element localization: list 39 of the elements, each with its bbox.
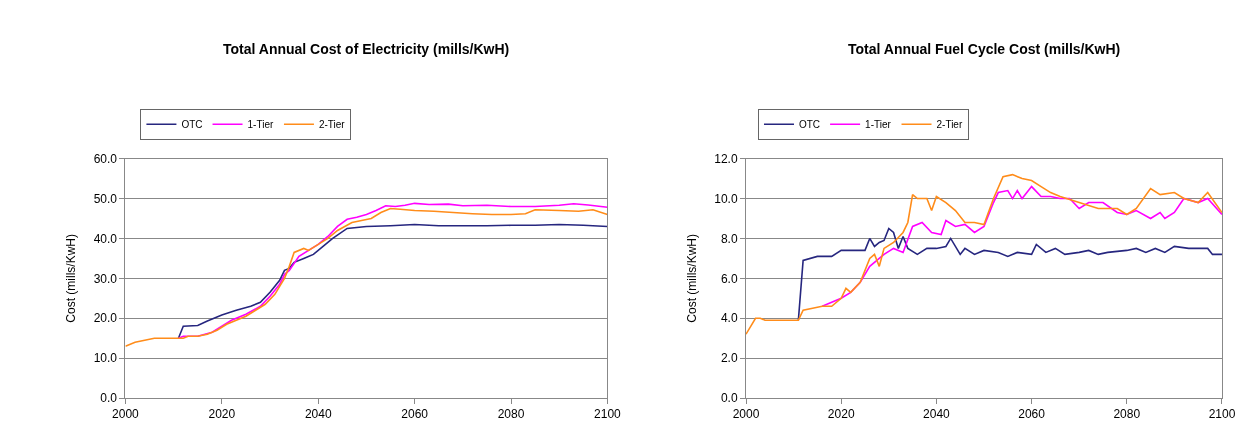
chart-title: Total Annual Cost of Electricity (mills/KwH) [223, 41, 510, 57]
x-tick-label: 2040 [923, 407, 951, 422]
chart-title: Total Annual Fuel Cycle Cost (mills/KwH) [848, 41, 1121, 57]
x-tick-label: 2100 [594, 407, 622, 422]
y-tick-label: 0.0 [100, 391, 118, 406]
legend-label: 1-Tier [865, 119, 892, 131]
x-tick-label: 2060 [401, 407, 429, 422]
y-tick-label: 8.0 [720, 231, 738, 246]
y-tick-label: 20.0 [93, 311, 118, 326]
y-tick-label: 6.0 [720, 271, 738, 286]
y-tick-label: 4.0 [720, 311, 738, 326]
x-tick-label: 2080 [1113, 407, 1141, 422]
line-series [821, 185, 1222, 308]
x-tick-label: 2060 [1018, 407, 1046, 422]
x-tick-label: 2000 [112, 407, 140, 422]
x-tick-label: 2040 [304, 407, 332, 422]
y-tick-label: 40.0 [93, 231, 118, 246]
legend-label: 1-Tier [247, 119, 274, 131]
x-tick-label: 2100 [1208, 407, 1236, 422]
y-tick-label: 12.0 [714, 151, 738, 166]
line-series [177, 202, 608, 339]
y-tick-label: 10.0 [93, 351, 118, 366]
y-tick-label: 0.0 [720, 391, 738, 406]
legend-label: OTC [798, 119, 821, 131]
x-tick-label: 2020 [827, 407, 855, 422]
legend-label: OTC [181, 119, 203, 131]
x-tick-label: 2020 [208, 407, 236, 422]
line-series [177, 223, 608, 339]
legend-label: 2-Tier [318, 119, 346, 131]
y-tick-label: 30.0 [93, 271, 118, 286]
y-tick-label: 50.0 [93, 191, 118, 206]
y-tick-label: 2.0 [720, 351, 738, 366]
y-axis-title: Cost (mills/KwH) [63, 234, 78, 323]
y-axis-title: Cost (mills/KwH) [684, 234, 699, 323]
x-tick-label: 2000 [732, 407, 760, 422]
y-tick-label: 10.0 [714, 191, 738, 206]
y-tick-label: 60.0 [93, 151, 118, 166]
legend-label: 2-Tier [936, 119, 963, 131]
x-tick-label: 2080 [497, 407, 525, 422]
